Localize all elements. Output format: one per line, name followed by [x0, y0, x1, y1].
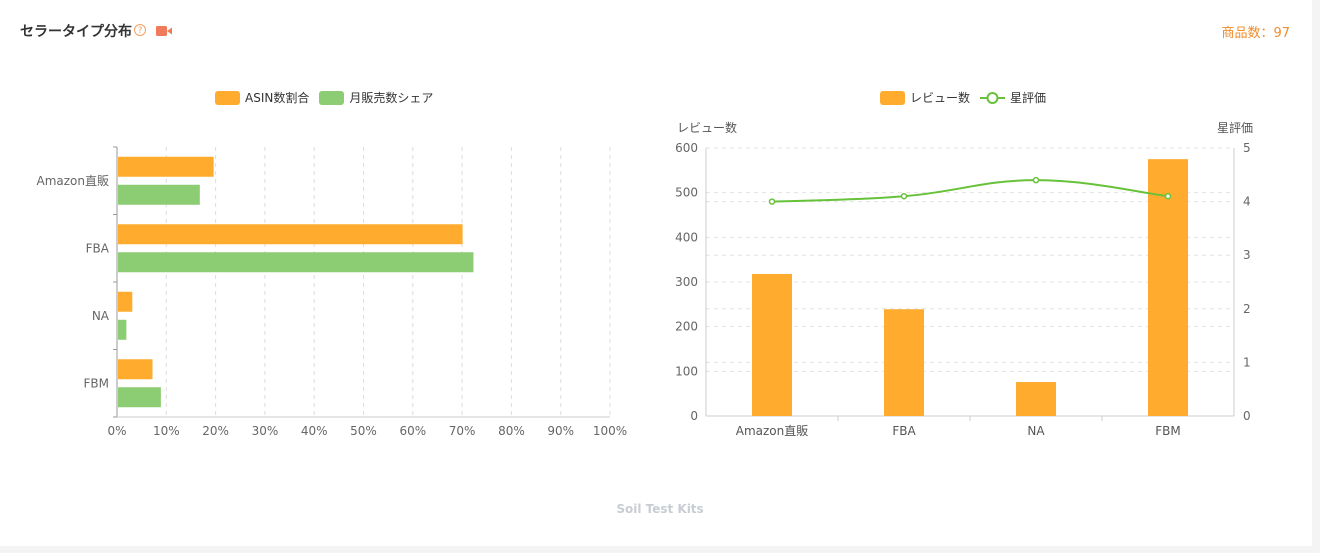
bar-asin-ratio — [118, 359, 153, 380]
star-rating-point — [768, 198, 776, 205]
question-circle-icon[interactable]: ? — [134, 24, 146, 36]
bar-asin-ratio — [118, 291, 133, 312]
x-tick-label: 40% — [301, 424, 328, 438]
star-rating-point — [900, 192, 908, 200]
x-tick-label: 70% — [449, 424, 476, 438]
y-tick-label-right: 4 — [1243, 195, 1251, 209]
y-tick-label-left: 0 — [690, 409, 698, 423]
bar-sales-share — [118, 252, 474, 273]
x-tick-label: 20% — [202, 424, 229, 438]
legend-label: レビュー数 — [910, 91, 971, 105]
x-tick-label: 100% — [593, 424, 627, 438]
bar-asin-ratio — [118, 224, 463, 245]
legend-label: 星評価 — [1010, 91, 1047, 105]
legend-item-star-rating[interactable]: 星評価 — [980, 89, 1046, 106]
y-axis-title-right: 星評価 — [1217, 120, 1253, 135]
review-rating-chart: レビュー数 星評価 0 100 200 300 400 500 600 0 1 2 3 4 5 Amazon直… — [675, 120, 1253, 438]
legend-label: 月販売数シェア — [349, 91, 434, 105]
bar-sales-share — [118, 387, 161, 408]
x-tick-label: 0% — [107, 424, 126, 438]
y-tick-label-left: 100 — [675, 364, 698, 378]
legend-swatch-orange — [215, 90, 240, 105]
legend-item-sales-share[interactable]: 月販売数シェア — [319, 89, 433, 106]
star-rating-point — [1164, 192, 1172, 200]
x-tick-label: FBM — [1155, 424, 1181, 438]
y-tick-label: NA — [92, 309, 110, 323]
y-tick-label: Amazon直販 — [37, 174, 110, 188]
legend-swatch-orange — [880, 90, 905, 105]
x-tick-label: Amazon直販 — [736, 424, 809, 438]
legend-item-asin-ratio[interactable]: ASIN数割合 — [215, 89, 309, 106]
y-tick-label-right: 5 — [1243, 141, 1251, 155]
bar-review-count — [884, 309, 924, 416]
right-chart-legend: レビュー数 星評価 — [880, 89, 1056, 106]
x-tick-label: 50% — [350, 424, 377, 438]
bar-sales-share — [118, 184, 200, 205]
y-tick-label-right: 1 — [1243, 355, 1251, 369]
y-axis-title-left: レビュー数 — [677, 120, 737, 135]
bar-review-count — [752, 273, 792, 416]
x-tick-label: 30% — [252, 424, 279, 438]
y-tick-label-left: 400 — [675, 230, 698, 244]
legend-line-swatch — [980, 91, 1006, 104]
product-count: 商品数：97 — [1221, 26, 1290, 41]
y-tick-label-left: 200 — [675, 320, 698, 334]
seller-type-share-chart: 0% 10% 20% 30% 40% 50% 60% 70% 80% 90% 100% Amazon直… — [37, 146, 627, 438]
y-tick-label-right: 0 — [1243, 409, 1251, 423]
legend-label: ASIN数割合 — [245, 91, 310, 105]
bar-asin-ratio — [118, 156, 214, 177]
x-tick-label: NA — [1027, 424, 1045, 438]
x-tick-label: 60% — [399, 424, 426, 438]
section-title: セラータイプ分布 — [20, 24, 132, 40]
x-tick-label: 90% — [547, 424, 574, 438]
left-chart-legend: ASIN数割合 月販売数シェア — [215, 89, 443, 106]
y-tick-label: FBM — [84, 376, 110, 390]
bar-review-count — [1148, 159, 1188, 416]
y-tick-label: FBA — [86, 241, 110, 255]
y-tick-label-left: 300 — [675, 275, 698, 289]
footer-keyword: Soil Test Kits — [616, 502, 704, 516]
star-rating-point — [1032, 176, 1040, 184]
x-tick-label: 80% — [498, 424, 525, 438]
star-rating-line — [771, 179, 1169, 203]
video-camera-icon[interactable] — [156, 26, 172, 36]
bar-review-count — [1016, 382, 1056, 416]
y-tick-label-left: 500 — [675, 186, 698, 200]
legend-swatch-green — [319, 90, 345, 105]
y-tick-label-right: 2 — [1243, 302, 1251, 316]
legend-item-review-count[interactable]: レビュー数 — [880, 89, 970, 106]
x-tick-label: FBA — [892, 424, 916, 438]
y-tick-label-left: 600 — [675, 141, 698, 155]
x-tick-label: 10% — [153, 424, 180, 438]
y-tick-label-right: 3 — [1243, 248, 1251, 262]
bar-sales-share — [118, 319, 127, 340]
